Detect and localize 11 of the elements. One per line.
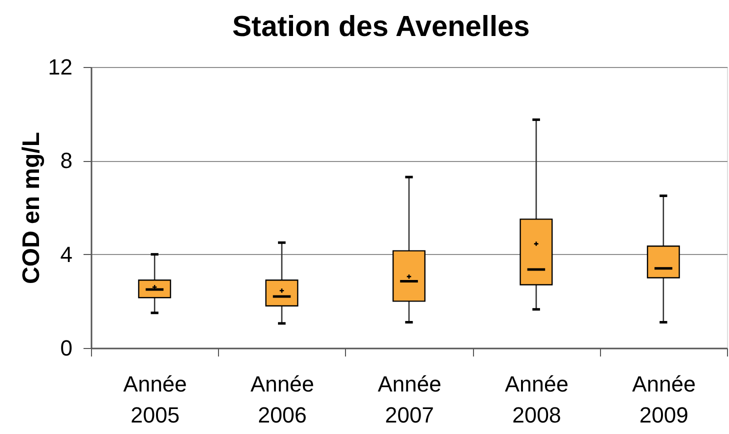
y-tick-label: 4 [60,242,72,267]
x-tick-label: Année 2006 [250,372,314,428]
x-tick-label: Année 2005 [123,372,187,428]
x-tick-label: Année 2009 [632,372,696,428]
x-tick-label: Année 2008 [504,372,569,428]
y-tick-label: 0 [60,336,72,360]
chart-title: Station des Avenelles [232,11,530,43]
y-axis-title: COD en mg/L [18,132,46,284]
y-tick-label: 12 [48,54,72,80]
x-tick-label: Année 2007 [378,372,442,428]
y-tick-label: 8 [60,148,72,174]
